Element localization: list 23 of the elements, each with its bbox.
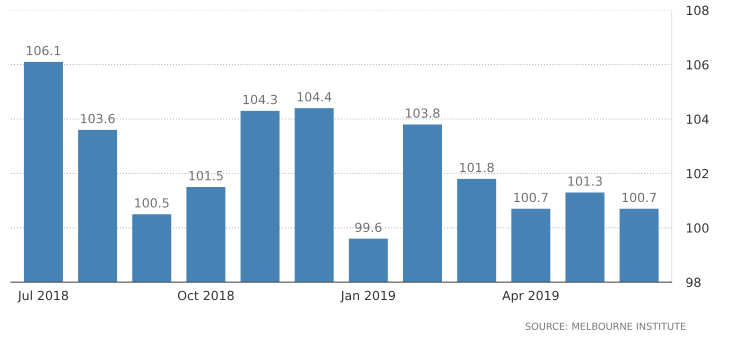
x-tick-label: Apr 2019 — [502, 290, 559, 303]
data-label: 101.8 — [460, 162, 494, 172]
source-note: SOURCE: MELBOURNE INSTITUTE — [526, 322, 686, 330]
y-tick-label: 100 — [686, 223, 709, 233]
data-label: 99.6 — [355, 222, 382, 232]
y-tick-label: 98 — [686, 278, 701, 288]
y-tick-label: 108 — [686, 6, 708, 16]
x-tick-label: Jan 2019 — [340, 290, 395, 303]
data-label: 100.7 — [622, 192, 656, 202]
x-tick-label: Jul 2018 — [17, 290, 68, 303]
y-tick-label: 102 — [686, 168, 708, 178]
data-label: 103.6 — [81, 114, 115, 124]
data-label: 104.3 — [244, 94, 277, 104]
data-label: 100.7 — [514, 192, 548, 202]
data-label: 104.4 — [298, 92, 332, 102]
y-tick-label: 104 — [686, 114, 709, 124]
data-label: 103.8 — [406, 108, 440, 118]
data-label: 100.5 — [135, 198, 169, 208]
x-tick-label: Oct 2018 — [178, 290, 234, 300]
data-label: 101.3 — [568, 176, 602, 186]
data-label: 101.5 — [189, 170, 223, 180]
y-tick-label: 106 — [686, 60, 709, 70]
data-label: 106.1 — [26, 46, 60, 56]
